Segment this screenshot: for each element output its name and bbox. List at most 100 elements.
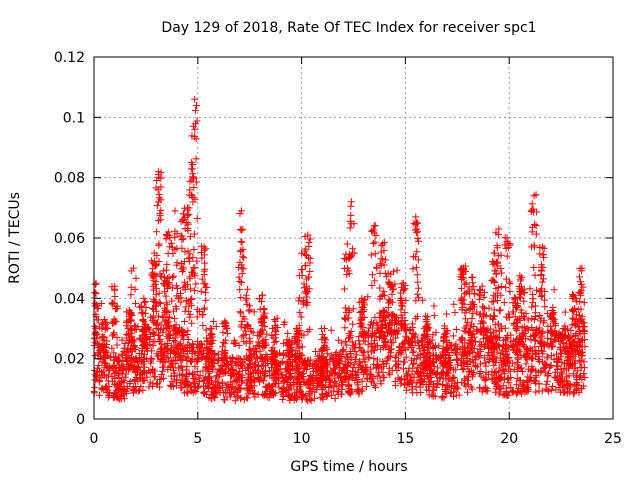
data-point — [504, 331, 512, 339]
data-point — [254, 391, 262, 399]
data-point — [370, 381, 378, 389]
data-point — [362, 382, 370, 390]
data-point — [388, 290, 396, 298]
data-point — [359, 348, 367, 356]
data-point — [367, 321, 375, 329]
data-point — [153, 321, 161, 329]
data-point — [442, 345, 450, 353]
data-point — [413, 367, 421, 375]
data-point — [372, 343, 380, 351]
data-point — [167, 239, 175, 247]
data-point — [366, 375, 374, 383]
data-point — [557, 344, 565, 352]
data-point — [497, 282, 505, 290]
data-point — [182, 343, 190, 351]
data-point — [468, 331, 476, 339]
data-point — [188, 159, 196, 167]
data-point — [285, 337, 293, 345]
data-point — [375, 372, 383, 380]
data-point — [221, 362, 229, 370]
data-point — [186, 310, 194, 318]
data-point — [117, 391, 125, 399]
data-point — [227, 364, 235, 372]
data-point — [566, 340, 574, 348]
data-point — [379, 255, 387, 263]
data-point — [304, 231, 312, 239]
data-point — [186, 357, 194, 365]
data-point — [382, 273, 390, 281]
data-point — [188, 176, 196, 184]
data-point — [237, 207, 245, 215]
data-point — [577, 349, 585, 357]
data-point — [580, 299, 588, 307]
data-point — [119, 370, 127, 378]
data-point — [171, 227, 179, 235]
data-point — [346, 224, 354, 232]
data-point — [221, 348, 229, 356]
data-point — [553, 366, 561, 374]
data-point — [423, 353, 431, 361]
data-point — [329, 387, 337, 395]
data-point — [509, 387, 517, 395]
data-point — [201, 265, 209, 273]
data-point — [237, 238, 245, 246]
data-point — [401, 358, 409, 366]
data-point — [505, 353, 513, 361]
data-point — [295, 294, 303, 302]
data-point — [476, 338, 484, 346]
data-point — [320, 333, 328, 341]
data-point — [334, 357, 342, 365]
data-point — [465, 350, 473, 358]
data-point — [531, 377, 539, 385]
data-point — [262, 367, 270, 375]
data-point — [176, 342, 184, 350]
data-point — [538, 291, 546, 299]
data-point — [222, 381, 230, 389]
data-point — [93, 330, 101, 338]
data-point — [573, 298, 581, 306]
data-point — [532, 230, 540, 238]
data-point — [464, 360, 472, 368]
data-point — [168, 284, 176, 292]
data-point — [509, 298, 517, 306]
x-tick-label: 5 — [193, 431, 202, 447]
data-point — [155, 289, 163, 297]
data-point — [318, 355, 326, 363]
data-point — [353, 351, 361, 359]
data-point — [537, 329, 545, 337]
data-point — [186, 233, 194, 241]
data-point — [497, 265, 505, 273]
data-point — [279, 395, 287, 403]
data-point — [397, 380, 405, 388]
data-point — [402, 332, 410, 340]
data-point — [377, 380, 385, 388]
data-point — [365, 354, 373, 362]
data-point — [272, 337, 280, 345]
data-point — [185, 204, 193, 212]
data-point — [236, 308, 244, 316]
data-point — [191, 363, 199, 371]
data-point — [570, 291, 578, 299]
data-point — [570, 338, 578, 346]
data-point — [153, 379, 161, 387]
data-point — [238, 270, 246, 278]
data-point — [97, 374, 105, 382]
data-point — [271, 380, 279, 388]
data-point — [279, 392, 287, 400]
x-axis-ticks: 0 5 10 15 20 25 — [90, 57, 622, 447]
data-point — [551, 316, 559, 324]
data-point — [339, 365, 347, 373]
data-point — [152, 324, 160, 332]
data-point — [522, 352, 530, 360]
data-point — [572, 322, 580, 330]
data-point — [533, 325, 541, 333]
data-point — [370, 226, 378, 234]
data-point — [516, 294, 524, 302]
data-point — [424, 371, 432, 379]
data-point — [149, 274, 157, 282]
data-point — [369, 271, 377, 279]
data-point — [573, 379, 581, 387]
data-point — [463, 376, 471, 384]
data-point — [408, 379, 416, 387]
data-point — [522, 360, 530, 368]
